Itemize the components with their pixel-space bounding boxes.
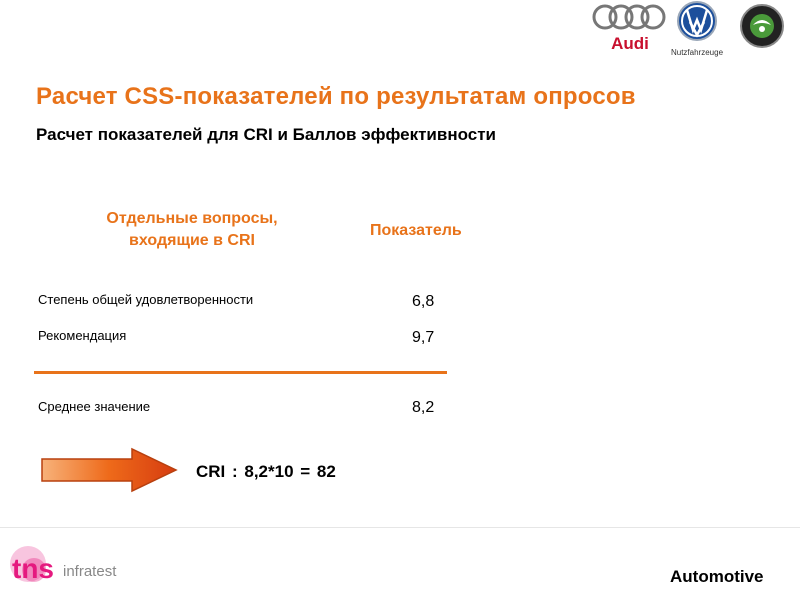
- row-label-satisfaction: Степень общей удовлетворенности: [38, 292, 254, 307]
- vw-logo: Nutzfahrzeuge: [668, 0, 726, 60]
- row-label-recommendation: Рекомендация: [38, 328, 127, 343]
- column-header-indicator: Показатель: [370, 222, 462, 239]
- vw-logo-text: Nutzfahrzeuge: [671, 48, 724, 57]
- cri-formula: CRI : 8,2*10 = 82: [196, 462, 336, 481]
- footer-automotive-label: Automotive: [670, 567, 764, 586]
- audi-logo: Audi: [590, 2, 670, 54]
- tns-logo-main: tns: [12, 553, 54, 584]
- audi-logo-text: Audi: [611, 34, 649, 53]
- footer-divider: [0, 527, 800, 528]
- row-value-recommendation: 9,7: [412, 329, 435, 346]
- arrow-right-icon: [40, 447, 180, 493]
- page-subtitle: Расчет показателей для CRI и Баллов эффе…: [36, 125, 496, 144]
- row-value-average: 8,2: [412, 399, 435, 416]
- skoda-logo: [739, 3, 785, 49]
- page-title: Расчет CSS-показателей по результатам оп…: [36, 83, 636, 110]
- row-value-satisfaction: 6,8: [412, 293, 435, 310]
- column-header-questions: Отдельные вопросы, входящие в CRI: [106, 210, 278, 249]
- tns-logo-sub: infratest: [63, 563, 117, 580]
- table-divider: [34, 371, 447, 374]
- row-label-average: Среднее значение: [38, 399, 151, 414]
- tns-infratest-logo: tns infratest: [8, 540, 128, 588]
